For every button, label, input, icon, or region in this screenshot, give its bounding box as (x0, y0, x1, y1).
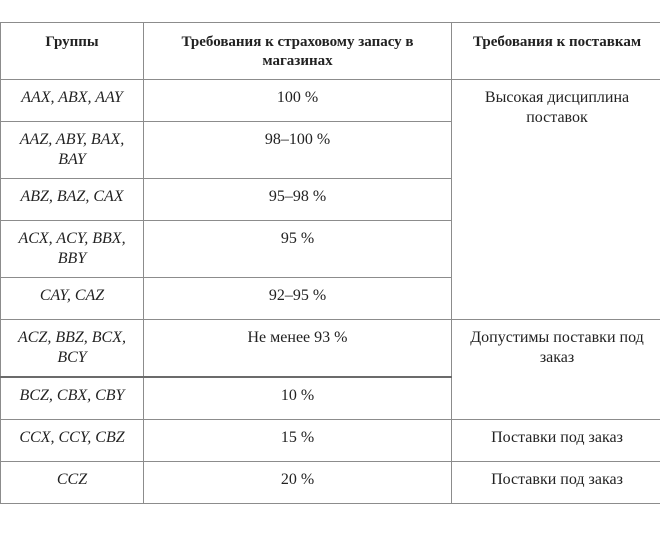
table-row: AAZ, ABY, BAX, BAY 98–100 % (0, 121, 660, 179)
group-cell: CCZ (0, 460, 144, 504)
table-row: CAY, CAZ 92–95 % (0, 277, 660, 320)
table-row: ACX, ACY, BBX, BBY 95 % (0, 220, 660, 278)
stock-cell: 20 % (143, 460, 452, 504)
stock-cell: 15 % (143, 418, 452, 462)
group-cell: ABZ, BAZ, CAX (0, 178, 144, 221)
table-row: CCX, CCY, CBZ 15 % Поставки под заказ (0, 418, 660, 462)
table-row: ACZ, BBZ, BCX, BCY Не менее 93 % Допусти… (0, 319, 660, 420)
stock-cell: 98–100 % (143, 121, 452, 179)
group-cell: CCX, CCY, CBZ (0, 418, 144, 462)
table-row: CCZ 20 % Поставки под заказ (0, 460, 660, 504)
header-groups: Группы (0, 22, 144, 80)
header-safety-stock: Требования к страховому запасу в магазин… (143, 22, 452, 80)
stock-cell: 10 % (143, 376, 452, 420)
group-cell: AAX, ABX, AAY (0, 79, 144, 122)
table-row: ABZ, BAZ, CAX 95–98 % (0, 178, 660, 221)
stock-cell: 100 % (143, 79, 452, 122)
table-row: BCZ, CBX, CBY 10 % (0, 376, 660, 420)
supply-cell-high-discipline: Высокая дисциплина поставок (451, 79, 660, 320)
group-cell: CAY, CAZ (0, 277, 144, 320)
supply-requirements-table: Группы Требования к страховому запасу в … (0, 22, 660, 504)
stock-cell: 95 % (143, 220, 452, 278)
group-cell: BCZ, CBX, CBY (0, 376, 144, 420)
group-cell: ACX, ACY, BBX, BBY (0, 220, 144, 278)
supply-cell-orders-allowed: Допустимы поставки под заказ (451, 319, 660, 420)
table-header-row: Группы Требования к страховому запасу в … (0, 22, 660, 80)
group-cell: AAZ, ABY, BAX, BAY (0, 121, 144, 179)
group-cell: ACZ, BBZ, BCX, BCY (0, 319, 144, 378)
supply-cell-to-order: Поставки под заказ (451, 418, 660, 462)
header-supply: Требования к поставкам (451, 22, 660, 80)
stock-cell: Не менее 93 % (143, 319, 452, 378)
supply-cell-to-order: Поставки под заказ (451, 460, 660, 504)
stock-cell: 92–95 % (143, 277, 452, 320)
stock-cell: 95–98 % (143, 178, 452, 221)
table-row: AAX, ABX, AAY 100 % Высокая дисциплина п… (0, 79, 660, 320)
